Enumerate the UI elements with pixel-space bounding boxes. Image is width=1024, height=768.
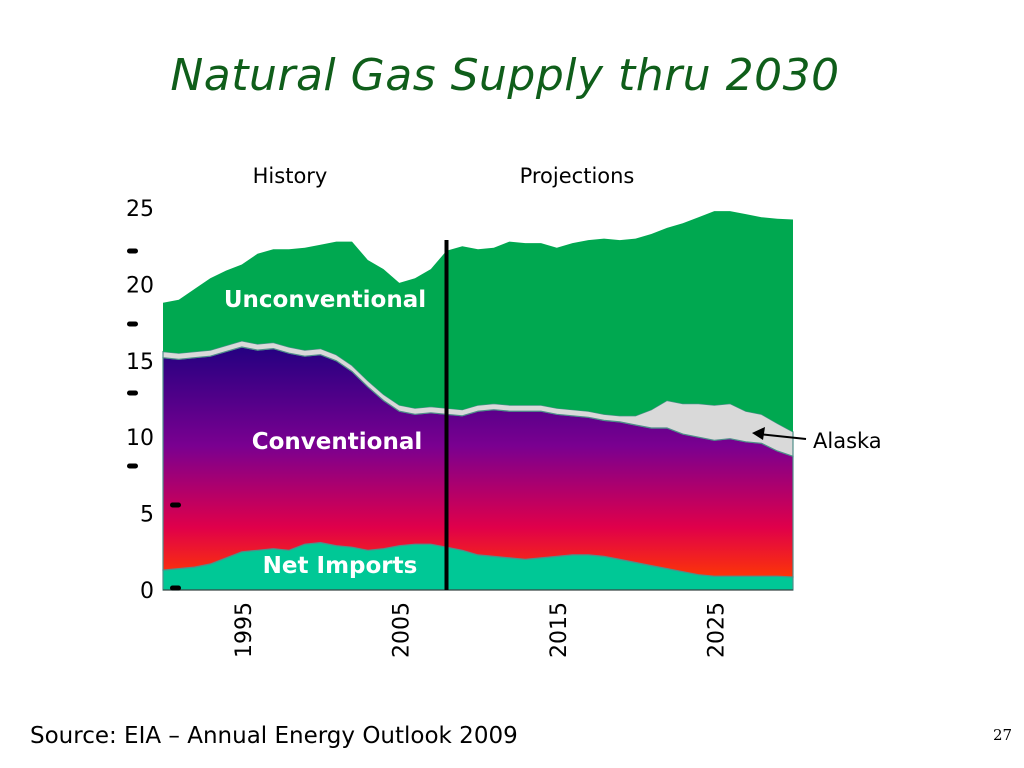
alaska-arrow-line [757, 433, 807, 440]
y-tick-label-5: 5 [140, 503, 154, 528]
y-tick-label-10: 10 [126, 426, 154, 451]
projections-label: Projections [520, 164, 635, 188]
area-label-net-imports: Net Imports [263, 553, 418, 579]
alaska-arrowhead [752, 427, 765, 440]
y-tick-label-15: 15 [126, 350, 154, 375]
y-tick-mark [127, 390, 138, 396]
page-number: 27 [993, 726, 1013, 744]
y-tick-mark [127, 463, 138, 469]
y-tick-label-0: 0 [140, 579, 154, 604]
y-tick-mark [127, 321, 138, 327]
area-label-conventional: Conventional [252, 429, 422, 455]
history-label: History [253, 164, 328, 188]
y-tick-mark [170, 585, 181, 591]
x-axis: 1995 2005 2015 2025 [232, 602, 730, 658]
y-axis: 0 5 10 15 20 25 [126, 197, 181, 604]
stacked-areas [162, 211, 794, 591]
y-tick-label-25: 25 [126, 197, 154, 222]
x-tick-label-1995: 1995 [232, 602, 257, 658]
plot-frame [163, 240, 793, 591]
area-alaska [162, 340, 794, 458]
x-tick-label-2005: 2005 [389, 602, 414, 658]
area-label-unconventional: Unconventional [224, 287, 426, 313]
area-unconventional [163, 211, 793, 432]
x-tick-label-2015: 2015 [547, 602, 572, 658]
y-tick-label-20: 20 [126, 273, 154, 298]
x-tick-label-2025: 2025 [704, 602, 729, 658]
y-tick-mark [127, 248, 138, 254]
slide-title: Natural Gas Supply thru 2030 [170, 50, 840, 101]
chart-labels: History Projections Unconventional Conventi… [224, 164, 882, 579]
source-note: Source: EIA – Annual Energy Outlook 2009 [30, 723, 518, 749]
y-tick-mark [170, 502, 181, 508]
alaska-callout-label: Alaska [813, 429, 882, 453]
